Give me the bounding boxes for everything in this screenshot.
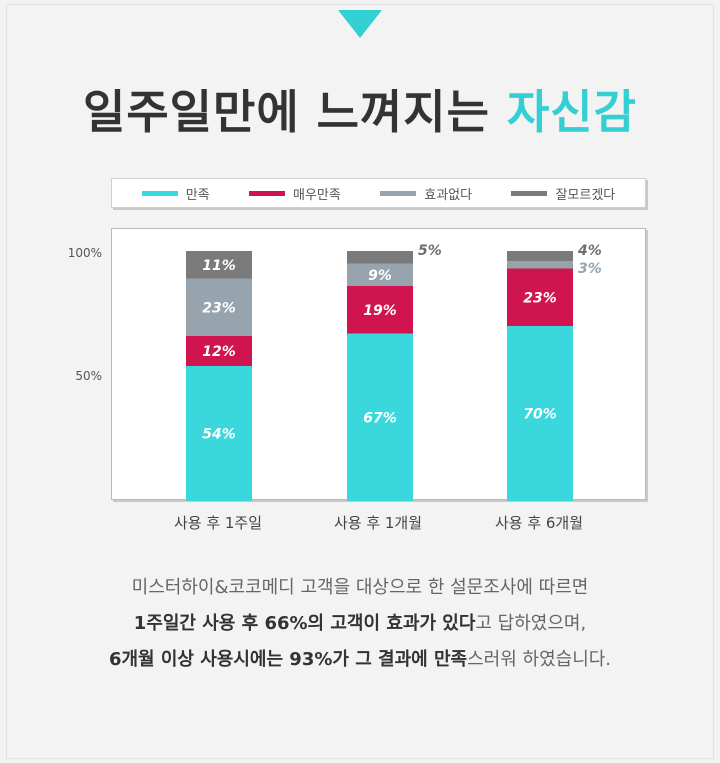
bar-segment — [347, 263, 413, 286]
legend-item: 만족 — [141, 184, 210, 203]
bar-segment — [507, 326, 573, 501]
legend-label: 잘모르겠다 — [555, 187, 616, 203]
bar-segment — [186, 366, 252, 501]
y-tick-label-50: 50% — [75, 369, 102, 383]
data-label: 4% — [577, 243, 602, 259]
bar-segment — [186, 278, 252, 336]
data-label: 3% — [578, 261, 602, 277]
data-label: 23% — [202, 300, 236, 316]
data-label: 70% — [523, 407, 557, 423]
description-line-1: 미스터하이&코코메디 고객을 대상으로 한 설문조사에 따르면 — [131, 577, 589, 598]
down-arrow-icon — [338, 10, 382, 38]
description-highlight: 1주일간 사용 후 66%의 고객이 효과가 있다 — [133, 613, 476, 634]
bar-segment — [186, 251, 252, 279]
bar-segment — [347, 286, 413, 334]
legend-item: 매우만족 — [249, 184, 341, 203]
legend-swatch — [511, 190, 548, 196]
data-label: 23% — [523, 290, 557, 306]
legend-item: 잘모르겠다 — [511, 184, 615, 203]
bar-segment — [507, 261, 573, 269]
description-text: 스러워 하였습니다. — [467, 649, 612, 670]
title-main: 일주일만에 느껴지는 — [83, 85, 507, 139]
data-label: 12% — [202, 344, 236, 360]
data-label: 9% — [368, 268, 392, 284]
bar-segment — [507, 251, 573, 261]
description-highlight: 6개월 이상 사용시에는 93%가 그 결과에 만족 — [108, 649, 468, 670]
description-line-2: 1주일간 사용 후 66%의 고객이 효과가 있다고 답하였으며, — [0, 609, 720, 635]
stacked-bar-chart: 54% 12% 23% 11% 67% 19% 9% 5% 70% 23% 3% 4% — [186, 243, 602, 501]
data-label: 19% — [363, 303, 397, 319]
description-text: 고 답하였으며, — [475, 613, 587, 634]
chart-plot-area: 54% 12% 23% 11% 67% 19% 9% 5% 70% 23% 3% 4% — [111, 228, 646, 501]
chart-legend: 만족 매우만족 효과없다 잘모르겠다 — [111, 178, 646, 208]
legend-item: 효과없다 — [380, 184, 472, 203]
bar-segment — [186, 336, 252, 366]
page-title: 일주일만에 느껴지는 자신감 — [0, 76, 720, 142]
data-label: 67% — [363, 410, 397, 426]
title-accent: 자신감 — [506, 85, 637, 139]
bar-segment — [507, 268, 573, 326]
bar-segment — [347, 251, 413, 264]
y-tick-label-100: 100% — [67, 246, 102, 260]
x-tick-label: 사용 후 6개월 — [494, 514, 584, 532]
x-tick-label: 사용 후 1주일 — [173, 514, 263, 532]
data-label: 5% — [418, 243, 442, 259]
data-label: 54% — [202, 427, 236, 443]
x-tick-label: 사용 후 1개월 — [333, 514, 423, 532]
legend-label: 만족 — [185, 187, 210, 203]
legend-label: 효과없다 — [424, 187, 473, 203]
legend-swatch — [380, 190, 417, 196]
legend-swatch — [141, 190, 178, 196]
description-line-3: 6개월 이상 사용시에는 93%가 그 결과에 만족스러워 하였습니다. — [0, 645, 720, 671]
data-label: 11% — [202, 258, 236, 274]
legend-swatch — [249, 190, 285, 196]
legend-label: 매우만족 — [293, 187, 341, 203]
bar-segment — [347, 333, 413, 501]
